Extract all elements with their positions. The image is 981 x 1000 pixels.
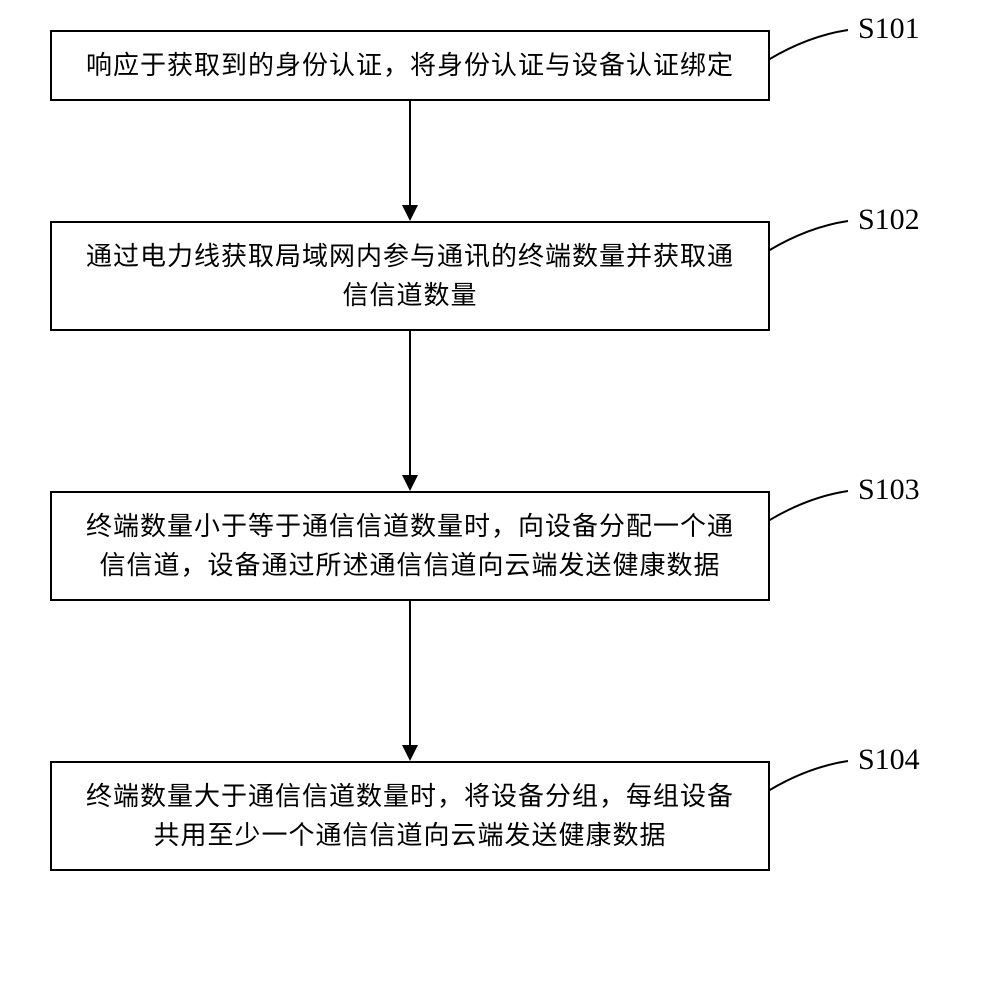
flow-box-s102: 通过电力线获取局域网内参与通讯的终端数量并获取通信信道数量 bbox=[50, 221, 770, 331]
step-label: S102 bbox=[858, 203, 920, 237]
flow-step: 终端数量小于等于通信信道数量时，向设备分配一个通信信道，设备通过所述通信信道向云… bbox=[50, 491, 930, 601]
leader-line bbox=[768, 487, 858, 527]
flow-box-s101: 响应于获取到的身份认证，将身份认证与设备认证绑定 bbox=[50, 30, 770, 101]
flow-step: 通过电力线获取局域网内参与通讯的终端数量并获取通信信道数量 S102 bbox=[50, 221, 930, 331]
flow-arrow bbox=[50, 101, 770, 221]
flow-box-text: 终端数量小于等于通信信道数量时，向设备分配一个通信信道，设备通过所述通信信道向云… bbox=[86, 512, 734, 580]
leader-line bbox=[768, 757, 858, 797]
flow-box-text: 通过电力线获取局域网内参与通讯的终端数量并获取通信信道数量 bbox=[86, 242, 734, 310]
step-label: S103 bbox=[858, 473, 920, 507]
flow-box-s104: 终端数量大于通信信道数量时，将设备分组，每组设备共用至少一个通信信道向云端发送健… bbox=[50, 761, 770, 871]
flow-box-text: 响应于获取到的身份认证，将身份认证与设备认证绑定 bbox=[86, 51, 734, 80]
leader-line bbox=[768, 26, 858, 66]
flowchart-container: 响应于获取到的身份认证，将身份认证与设备认证绑定 S101 通过电力线获取局域网… bbox=[50, 30, 930, 871]
flow-arrow bbox=[50, 331, 770, 491]
flow-arrow bbox=[50, 601, 770, 761]
flow-box-s103: 终端数量小于等于通信信道数量时，向设备分配一个通信信道，设备通过所述通信信道向云… bbox=[50, 491, 770, 601]
step-label: S104 bbox=[858, 743, 920, 777]
step-label: S101 bbox=[858, 12, 920, 46]
flow-box-text: 终端数量大于通信信道数量时，将设备分组，每组设备共用至少一个通信信道向云端发送健… bbox=[86, 782, 734, 850]
leader-line bbox=[768, 217, 858, 257]
flow-step: 响应于获取到的身份认证，将身份认证与设备认证绑定 S101 bbox=[50, 30, 930, 101]
flow-step: 终端数量大于通信信道数量时，将设备分组，每组设备共用至少一个通信信道向云端发送健… bbox=[50, 761, 930, 871]
